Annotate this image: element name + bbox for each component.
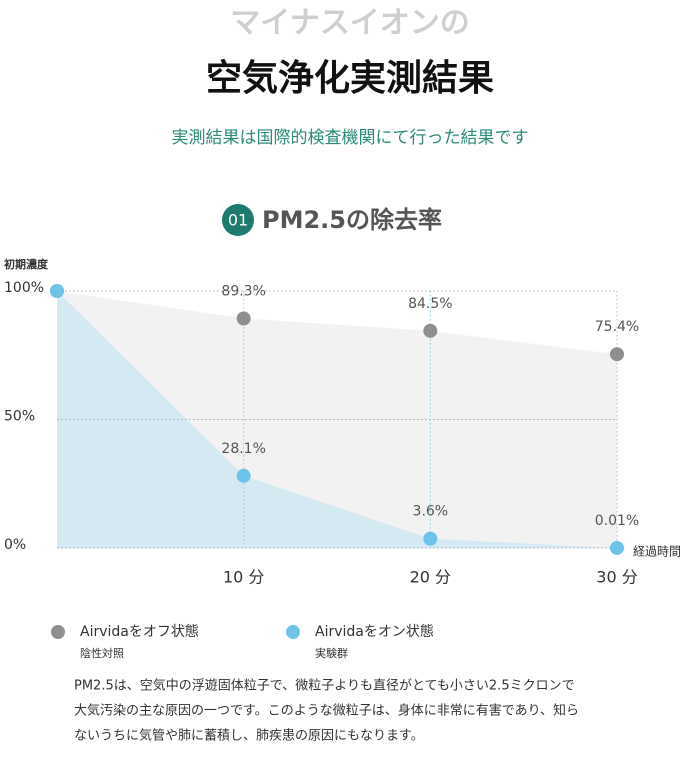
legend-marker: [286, 625, 300, 639]
kicker: マイナスイオンの: [230, 6, 469, 41]
data-point: [236, 311, 251, 326]
badge: [222, 204, 254, 236]
legend-marker: [51, 625, 65, 639]
x-tick-label: 10 分: [223, 568, 264, 587]
y-tick-label: 0%: [4, 537, 26, 553]
legend-sublabel: 実験群: [315, 646, 348, 660]
footer-line: ないうちに気管や肺に蓄積し、肺疾患の原因にもなります。: [74, 728, 424, 744]
data-label: 3.6%: [413, 504, 449, 520]
legend-label: Airvidaをオン状態: [315, 624, 434, 640]
data-point: [423, 531, 438, 546]
area: [57, 291, 617, 548]
x-tick-label: 20 分: [410, 568, 451, 587]
data-point: [610, 347, 624, 362]
title: 空気浄化実測結果: [206, 58, 494, 99]
data-point: [50, 284, 64, 298]
data-point: [610, 540, 624, 555]
data-label: 89.3%: [221, 283, 265, 299]
data-label: 28.1%: [221, 441, 265, 457]
footer-line: PM2.5は、空気中の浮遊固体粒子で、微粒子よりも直径がとても小さい2.5ミクロ…: [74, 678, 575, 694]
x-tick-label: 30 分: [596, 568, 637, 587]
legend-sublabel: 陰性対照: [80, 646, 124, 660]
badge-number: 01: [228, 211, 248, 230]
data-point: [236, 468, 251, 483]
data-label: 75.4%: [595, 319, 639, 335]
data-label: 0.01%: [595, 513, 639, 529]
legend-label: Airvidaをオフ状態: [80, 624, 199, 640]
data-point: [423, 323, 438, 338]
subtitle: 実測結果は国際的検査機関にて行った結果です: [172, 128, 529, 148]
footer-line: 大気汚染の主な原因の一つです。このような微粒子は、身体に非常に有害であり、知ら: [74, 703, 579, 719]
y-tick-label: 100%: [4, 280, 44, 296]
section-title: PM2.5の除去率: [262, 206, 442, 234]
y-axis-label: 初期濃度: [4, 257, 49, 271]
x-axis-label: 経過時間: [633, 545, 681, 559]
y-tick-label: 50%: [4, 409, 35, 425]
data-label: 84.5%: [408, 296, 452, 312]
